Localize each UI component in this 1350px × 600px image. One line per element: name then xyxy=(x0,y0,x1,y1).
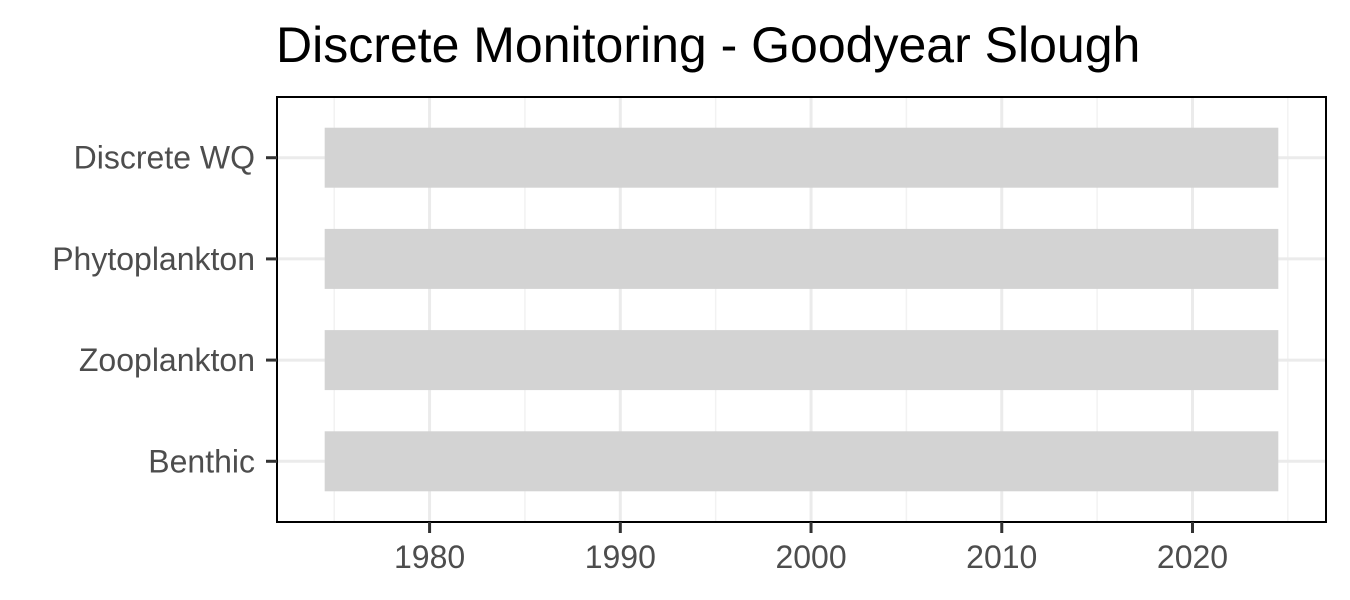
panel-border xyxy=(276,96,1327,523)
x-tick-label: 2010 xyxy=(966,539,1037,575)
x-tick-label: 2000 xyxy=(775,539,846,575)
y-tick-label: Benthic xyxy=(148,443,255,479)
x-tick-label: 1990 xyxy=(585,539,656,575)
plot-area: Discrete WQ Phytoplankton Zooplankton Benth… xyxy=(52,96,1327,575)
y-tick-label: Discrete WQ xyxy=(74,140,255,176)
bar-phytoplankton xyxy=(324,228,1279,289)
bar-discrete-wq xyxy=(324,127,1279,188)
y-tick-label: Phytoplankton xyxy=(52,241,255,277)
y-tick-label: Zooplankton xyxy=(79,342,255,378)
x-tick-label: 2020 xyxy=(1157,539,1228,575)
bar-zooplankton xyxy=(324,330,1279,391)
x-tick-label: 1980 xyxy=(394,539,465,575)
bar-benthic xyxy=(324,431,1279,492)
chart-title: Discrete Monitoring - Goodyear Slough xyxy=(276,17,1140,73)
